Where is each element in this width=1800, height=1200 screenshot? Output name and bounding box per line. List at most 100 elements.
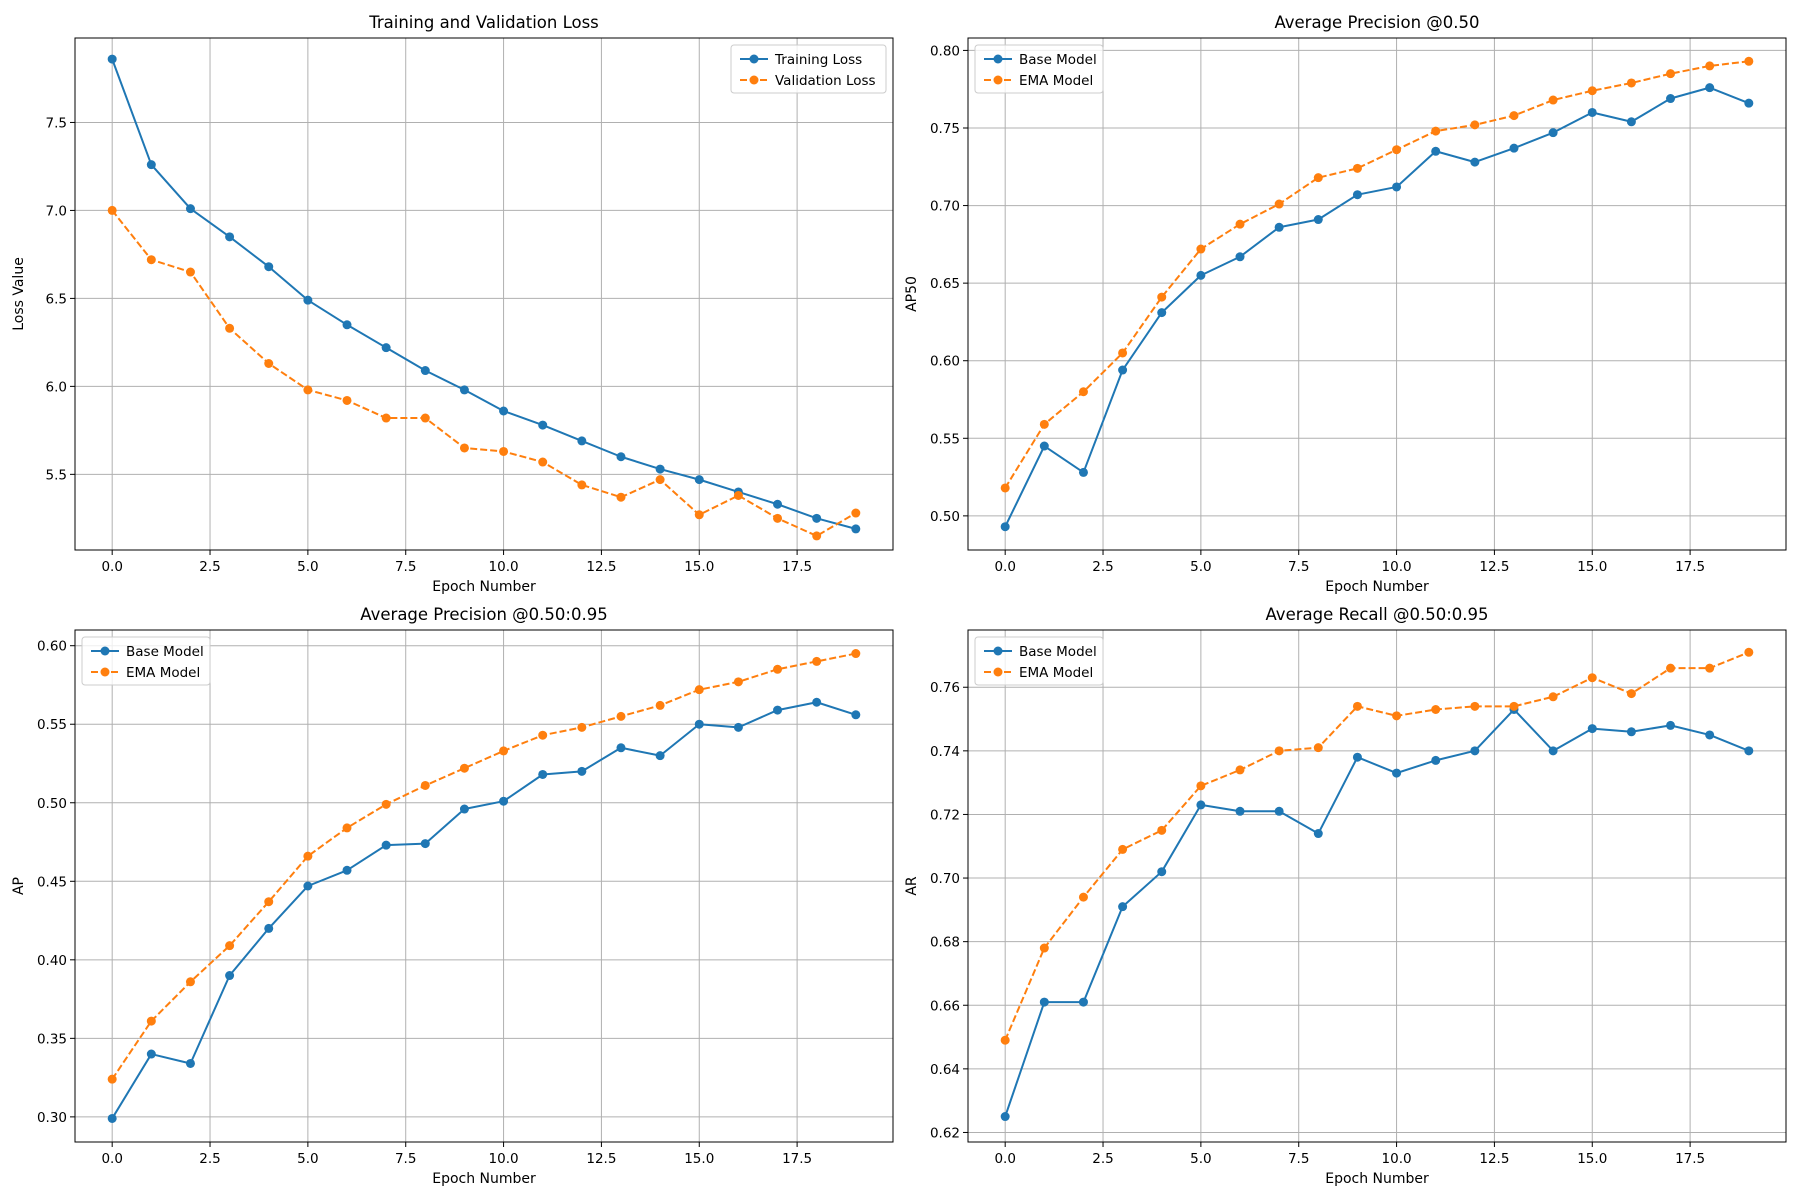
ap50-point-ema-model (1548, 95, 1558, 105)
ap-point-ema-model (225, 941, 235, 951)
ap-point-ema-model (420, 780, 430, 790)
ap-chart: 0.0 2.5 5.0 7.5 10.0 12.5 15.0 17.5 0.30 0.35 0.40… (11, 605, 894, 1187)
ar-point-base-model (1626, 727, 1636, 737)
ap50-point-ema-model (1313, 173, 1323, 183)
ap50-y-tick-label: 0.80 (930, 43, 960, 59)
loss-point-validation-loss (499, 446, 509, 456)
ap50-y-tick-label: 0.60 (930, 354, 960, 370)
ar-x-tick-label: 15.0 (1577, 1151, 1607, 1167)
ap-point-base-model (381, 840, 391, 850)
loss-point-training-loss (851, 524, 861, 534)
ar-point-base-model (1352, 752, 1362, 762)
loss-plot-frame (74, 37, 894, 551)
ap50-series (1000, 56, 1754, 532)
ar-point-base-model (1431, 755, 1441, 765)
ap-point-base-model (773, 705, 783, 715)
ap50-legend-entry-ema: EMA Model (984, 73, 1093, 89)
loss-x-axis-label: Epoch Number (432, 579, 536, 595)
ap50-x-tick-label: 10.0 (1382, 559, 1412, 575)
loss-y-tick-label: 7.0 (46, 203, 67, 219)
ap-point-base-model (420, 839, 430, 849)
loss-legend-marker-validation-loss (749, 75, 759, 85)
loss-point-training-loss (694, 475, 704, 485)
ap-point-ema-model (655, 700, 665, 710)
ar-point-base-model (1039, 997, 1049, 1007)
ap-point-ema-model (577, 722, 587, 732)
loss-point-training-loss (420, 366, 430, 376)
ar-legend: Base Model EMA Model (974, 636, 1104, 686)
ar-point-base-model (1157, 867, 1167, 877)
ar-point-base-model (1313, 829, 1323, 839)
loss-point-validation-loss (381, 413, 391, 423)
ap50-point-ema-model (1744, 56, 1754, 66)
ap-point-ema-model (694, 685, 704, 695)
ap50-point-base-model (1666, 94, 1676, 104)
ap-legend-swatch-base (91, 646, 119, 656)
ap50-y-tick-label: 0.70 (930, 199, 960, 215)
ap-title: Average Precision @0.50:0.95 (360, 605, 607, 624)
ar-legend-marker-ema-model (993, 667, 1003, 677)
ap50-point-base-model (1078, 467, 1088, 477)
ap-point-base-model (459, 804, 469, 814)
ap-x-tick-label: 2.5 (199, 1151, 220, 1167)
ap50-point-base-model (1744, 98, 1754, 108)
ap50-x-tick-label: 0.0 (994, 559, 1015, 575)
loss-chart: 0.0 2.5 5.0 7.5 10.0 12.5 15.0 17.5 5.5 6.0 6.5 7.0… (11, 13, 894, 595)
ap50-point-ema-model (1705, 61, 1715, 71)
ar-point-ema-model (1313, 743, 1323, 753)
loss-point-training-loss (499, 406, 509, 416)
ar-x-axis-label: Epoch Number (1325, 1171, 1429, 1187)
loss-x-tick-label: 2.5 (199, 559, 220, 575)
loss-point-validation-loss (225, 323, 235, 333)
loss-point-validation-loss (733, 490, 743, 500)
ap-point-base-model (107, 1113, 117, 1123)
loss-point-validation-loss (107, 205, 117, 215)
loss-legend-marker-training-loss (749, 54, 759, 64)
loss-point-validation-loss (538, 457, 548, 467)
loss-point-training-loss (303, 295, 313, 305)
loss-y-tick-label: 6.0 (46, 379, 67, 395)
ar-legend-swatch-ema (984, 667, 1012, 677)
ap-y-tick-label: 0.35 (37, 1031, 67, 1047)
ap50-point-base-model (1509, 143, 1519, 153)
ap50-point-base-model (1274, 222, 1284, 232)
ap50-x-tick-label: 12.5 (1479, 559, 1509, 575)
ap50-point-ema-model (1470, 120, 1480, 130)
ap50-ticks: 0.0 2.5 5.0 7.5 10.0 12.5 15.0 17.5 0.50 0.55 0.60… (930, 43, 1705, 575)
ar-y-tick-label: 0.72 (930, 807, 960, 823)
loss-legend-swatch-validation (740, 75, 768, 85)
loss-point-validation-loss (577, 480, 587, 490)
ap50-title: Average Precision @0.50 (1274, 13, 1479, 32)
loss-legend-entry-training: Training Loss (740, 52, 862, 68)
ap50-x-tick-label: 17.5 (1675, 559, 1705, 575)
ar-point-ema-model (1392, 711, 1402, 721)
ar-point-ema-model (1352, 701, 1362, 711)
loss-point-training-loss (146, 160, 156, 170)
ar-point-ema-model (1744, 647, 1754, 657)
loss-point-validation-loss (773, 513, 783, 523)
ap-point-base-model (577, 766, 587, 776)
ap-point-ema-model (538, 730, 548, 740)
ar-point-ema-model (1548, 692, 1558, 702)
ap-legend-label-base: Base Model (126, 644, 204, 660)
ar-point-ema-model (1274, 746, 1284, 756)
ap50-point-ema-model (1392, 145, 1402, 155)
loss-y-tick-label: 6.5 (46, 291, 67, 307)
ap-legend-entry-ema: EMA Model (91, 665, 200, 681)
ap50-point-base-model (1626, 117, 1636, 127)
ap-plot-frame (74, 629, 894, 1143)
ar-point-base-model (1000, 1112, 1010, 1122)
ap-legend-swatch-ema (91, 667, 119, 677)
ap50-legend: Base Model EMA Model (974, 44, 1104, 94)
ap-point-ema-model (812, 656, 822, 666)
ap50-y-tick-label: 0.50 (930, 509, 960, 525)
loss-legend: Training Loss Validation Loss (730, 44, 887, 94)
ap-legend-marker-ema-model (100, 667, 110, 677)
ar-y-tick-label: 0.76 (930, 680, 960, 696)
ap-x-axis-label: Epoch Number (432, 1171, 536, 1187)
ap-y-tick-label: 0.40 (37, 953, 67, 969)
ap-x-tick-label: 10.0 (489, 1151, 519, 1167)
ar-y-tick-label: 0.74 (930, 744, 960, 760)
